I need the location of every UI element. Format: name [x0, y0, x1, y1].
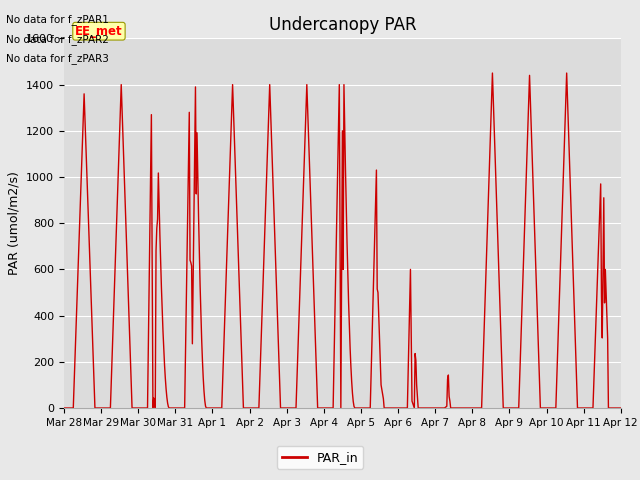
Title: Undercanopy PAR: Undercanopy PAR — [269, 16, 416, 34]
Text: No data for f_zPAR2: No data for f_zPAR2 — [6, 34, 109, 45]
Text: EE_met: EE_met — [75, 24, 123, 38]
Y-axis label: PAR (umol/m2/s): PAR (umol/m2/s) — [8, 171, 20, 275]
Text: No data for f_zPAR3: No data for f_zPAR3 — [6, 53, 109, 64]
Text: No data for f_zPAR1: No data for f_zPAR1 — [6, 14, 109, 25]
Legend: PAR_in: PAR_in — [276, 446, 364, 469]
